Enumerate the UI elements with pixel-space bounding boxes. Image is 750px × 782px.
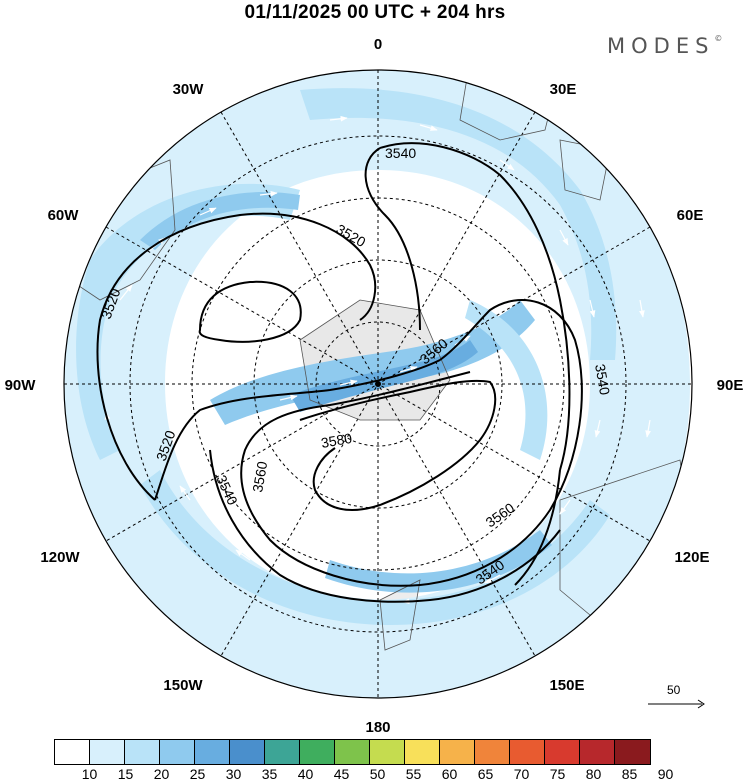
lon-label-60w: 60W	[48, 207, 80, 224]
lon-label-30e: 30E	[550, 81, 577, 98]
contour-3520-west-line	[96, 212, 377, 501]
wind-shade-band-northwest	[140, 192, 300, 250]
colorbar-swatch	[335, 740, 370, 764]
colorbar-swatch	[475, 740, 510, 764]
colorbar-swatch	[160, 740, 195, 764]
colorbar-swatch	[440, 740, 475, 764]
colorbar-swatch	[615, 740, 650, 764]
colorbar-ticks: 10 15 20 25 30 35 40 45 50 55 60 65 70 75 80 85 90	[0, 766, 750, 782]
colorbar-tick-label: 35	[261, 766, 278, 782]
colorbar-tick-label: 70	[513, 766, 530, 782]
modes-logo: MODES©	[607, 34, 723, 58]
colorbar	[54, 739, 651, 765]
colorbar-swatch	[545, 740, 580, 764]
wind-shade-band-south	[140, 470, 610, 625]
lon-label-150w: 150W	[163, 677, 203, 694]
colorbar-tick-label: 25	[189, 766, 206, 782]
contour-3540-east-line	[514, 469, 561, 586]
colorbar-swatch	[125, 740, 160, 764]
south-pole-marker	[375, 381, 381, 387]
contour-3540-southwest-line	[209, 449, 561, 603]
colorbar-tick-label: 15	[117, 766, 134, 782]
colorbar-tick-label: 30	[225, 766, 242, 782]
colorbar-tick-label: 60	[441, 766, 458, 782]
contour-3560-southwest: 3560	[249, 460, 270, 494]
lon-label-30w: 30W	[173, 81, 205, 98]
lon-label-90w: 90W	[5, 377, 37, 394]
contour-3540-north: 3540	[385, 145, 416, 161]
wind-reference-arrow	[648, 699, 705, 709]
colorbar-tick-label: 90	[657, 766, 674, 782]
lon-label-60e: 60E	[677, 207, 704, 224]
wind-vectors	[104, 115, 651, 605]
colorbar-tick-label: 10	[81, 766, 98, 782]
contour-3520-inner-line	[198, 280, 302, 343]
contour-3580-line	[299, 379, 497, 511]
lon-label-0: 0	[374, 36, 382, 53]
colorbar-tick-label: 75	[549, 766, 566, 782]
contour-3520-southwest-line	[154, 359, 441, 501]
colorbar-tick-label: 55	[405, 766, 422, 782]
lon-label-180: 180	[365, 719, 390, 736]
colorbar-tick-label: 65	[477, 766, 494, 782]
lon-label-90e: 90E	[717, 377, 744, 394]
wind-shade-band-north	[300, 88, 617, 360]
colorbar-swatch	[580, 740, 615, 764]
lon-label-150e: 150E	[549, 677, 584, 694]
colorbar-swatch	[405, 740, 440, 764]
height-contours	[96, 142, 583, 603]
colorbar-swatch	[265, 740, 300, 764]
colorbar-tick-label: 85	[621, 766, 638, 782]
colorbar-swatch	[55, 740, 90, 764]
contour-3540-east: 3540	[592, 363, 613, 397]
colorbar-swatch	[510, 740, 545, 764]
colorbar-tick-label: 45	[333, 766, 350, 782]
colorbar-tick-label: 80	[585, 766, 602, 782]
colorbar-swatch	[195, 740, 230, 764]
lon-label-120w: 120W	[40, 549, 80, 566]
colorbar-tick-label: 40	[297, 766, 314, 782]
contour-3580: 3580	[320, 430, 354, 451]
colorbar-swatch	[300, 740, 335, 764]
colorbar-swatch	[90, 740, 125, 764]
wind-shade-eastern-band	[465, 300, 548, 460]
contour-3560-southeast: 3560	[483, 499, 518, 530]
map-title: 01/11/2025 00 UTC + 204 hrs	[244, 2, 506, 23]
lon-label-120e: 120E	[674, 549, 709, 566]
contour-3540-north-inner	[364, 147, 421, 331]
colorbar-tick-label: 20	[153, 766, 170, 782]
colorbar-swatch	[370, 740, 405, 764]
wind-reference-value: 50	[667, 683, 681, 697]
map-boundary	[63, 69, 693, 699]
wind-shade-band-west	[76, 183, 300, 460]
contour-3540-north-line	[379, 142, 571, 471]
contour-3520-inner: 3520	[334, 221, 369, 251]
contour-3540-southwest: 3540	[213, 473, 241, 508]
colorbar-tick-label: 50	[369, 766, 386, 782]
wind-shade-jet-max	[290, 340, 478, 412]
contour-3560-center-line	[240, 299, 583, 587]
colorbar-swatch	[230, 740, 265, 764]
